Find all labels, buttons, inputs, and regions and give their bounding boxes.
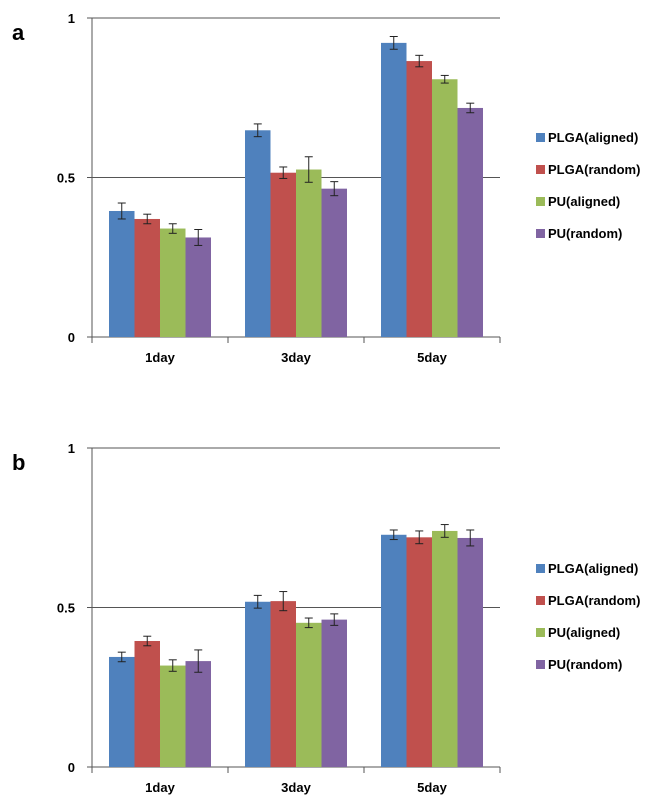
chart-b-legend-label: PLGA(random) bbox=[548, 593, 640, 608]
chart-b-ytick-label: 0 bbox=[68, 760, 75, 775]
chart-a-category-label: 1day bbox=[145, 350, 175, 365]
chart-a-ytick-label: 1 bbox=[68, 11, 75, 26]
chart-b-bar bbox=[160, 665, 186, 767]
chart-a-error-bar bbox=[143, 213, 152, 225]
chart-b-bar bbox=[185, 661, 211, 767]
chart-a-bar bbox=[432, 79, 458, 338]
chart-b-bar bbox=[109, 656, 135, 767]
chart-b-bar bbox=[296, 622, 322, 767]
chart-a-error-bar bbox=[117, 202, 126, 220]
chart-b-category-label: 3day bbox=[281, 780, 311, 795]
chart-b-bar bbox=[134, 640, 160, 767]
chart-b-bar bbox=[270, 601, 296, 767]
chart-b-error-bar bbox=[415, 530, 424, 545]
chart-b-ytick-label: 0.5 bbox=[57, 601, 75, 616]
chart-a-error-bar bbox=[279, 166, 288, 179]
chart-a-error-bar bbox=[168, 223, 177, 234]
chart-b-legend-swatch bbox=[536, 628, 545, 637]
chart-a-category-label: 5day bbox=[417, 350, 447, 365]
chart-b-legend-label: PU(aligned) bbox=[548, 625, 620, 640]
chart-a-error-bar bbox=[304, 156, 313, 183]
chart-a-legend-label: PLGA(aligned) bbox=[548, 130, 638, 145]
chart-b-error-bar bbox=[440, 524, 449, 538]
chart-b-bar bbox=[432, 530, 458, 767]
chart-a: 0 0.5 1 1day 3day 5day PLGA(aligned) PLGA(rando… bbox=[57, 11, 641, 365]
chart-b-category-label: 5day bbox=[417, 780, 447, 795]
panel-letter-a: a bbox=[12, 20, 25, 45]
chart-b-error-bar bbox=[466, 529, 475, 547]
chart-b-error-bar bbox=[253, 594, 262, 609]
chart-b-error-bar bbox=[117, 651, 126, 663]
chart-b-legend-swatch bbox=[536, 596, 545, 605]
chart-a-bar bbox=[134, 218, 160, 337]
chart-b-bar bbox=[406, 537, 432, 767]
chart-b-error-bar bbox=[279, 591, 288, 612]
chart-a-legend-label: PLGA(random) bbox=[548, 162, 640, 177]
chart-b-error-bar bbox=[194, 649, 203, 673]
chart-a-error-bar bbox=[466, 102, 475, 114]
chart-b-bar bbox=[457, 537, 483, 767]
chart-a-legend-swatch bbox=[536, 165, 545, 174]
chart-b-error-bar bbox=[168, 659, 177, 672]
chart-a-bar bbox=[185, 237, 211, 337]
chart-a-error-bar bbox=[440, 74, 449, 84]
chart-a-category-label: 3day bbox=[281, 350, 311, 365]
panel-letter-b: b bbox=[12, 450, 25, 475]
chart-a-error-bar bbox=[330, 181, 339, 197]
chart-a-error-bar bbox=[253, 123, 262, 138]
chart-b-legend-swatch bbox=[536, 564, 545, 573]
chart-a-error-bar bbox=[415, 54, 424, 68]
chart-a-legend-swatch bbox=[536, 229, 545, 238]
chart-b-bar bbox=[245, 601, 271, 767]
chart-a-bar bbox=[406, 61, 432, 337]
chart-a-ytick-label: 0.5 bbox=[57, 171, 75, 186]
chart-a-legend-swatch bbox=[536, 197, 545, 206]
chart-b-category-label: 1day bbox=[145, 780, 175, 795]
chart-b-legend-label: PU(random) bbox=[548, 657, 622, 672]
chart-b-error-bar bbox=[304, 617, 313, 629]
chart-a-bar bbox=[457, 107, 483, 337]
chart-a-legend-swatch bbox=[536, 133, 545, 142]
chart-b-error-bar bbox=[330, 613, 339, 626]
chart-a-bar bbox=[245, 130, 271, 337]
chart-b-legend-swatch bbox=[536, 660, 545, 669]
chart-b-legend-label: PLGA(aligned) bbox=[548, 561, 638, 576]
chart-a-bar bbox=[160, 228, 186, 337]
chart-a-bar bbox=[296, 169, 322, 337]
chart-a-legend-label: PU(random) bbox=[548, 226, 622, 241]
chart-a-bar bbox=[270, 172, 296, 337]
chart-b-bar bbox=[321, 619, 347, 767]
chart-b-error-bar bbox=[143, 635, 152, 647]
chart-a-bar bbox=[381, 42, 407, 338]
chart-a-bar bbox=[109, 210, 135, 337]
chart-a-legend-label: PU(aligned) bbox=[548, 194, 620, 209]
chart-b-bar bbox=[381, 534, 407, 767]
chart-a-error-bar bbox=[194, 228, 203, 246]
chart-b: 0 0.5 1 1day 3day 5day PLGA(aligned) PLGA(rando… bbox=[57, 441, 641, 795]
chart-b-error-bar bbox=[389, 529, 398, 541]
chart-a-bar bbox=[321, 188, 347, 337]
chart-a-ytick-label: 0 bbox=[68, 330, 75, 345]
chart-b-ytick-label: 1 bbox=[68, 441, 75, 456]
chart-a-error-bar bbox=[389, 36, 398, 50]
